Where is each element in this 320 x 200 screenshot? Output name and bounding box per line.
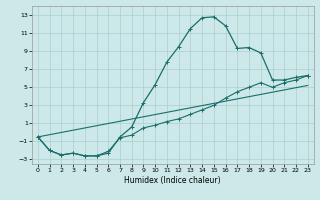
X-axis label: Humidex (Indice chaleur): Humidex (Indice chaleur) xyxy=(124,176,221,185)
